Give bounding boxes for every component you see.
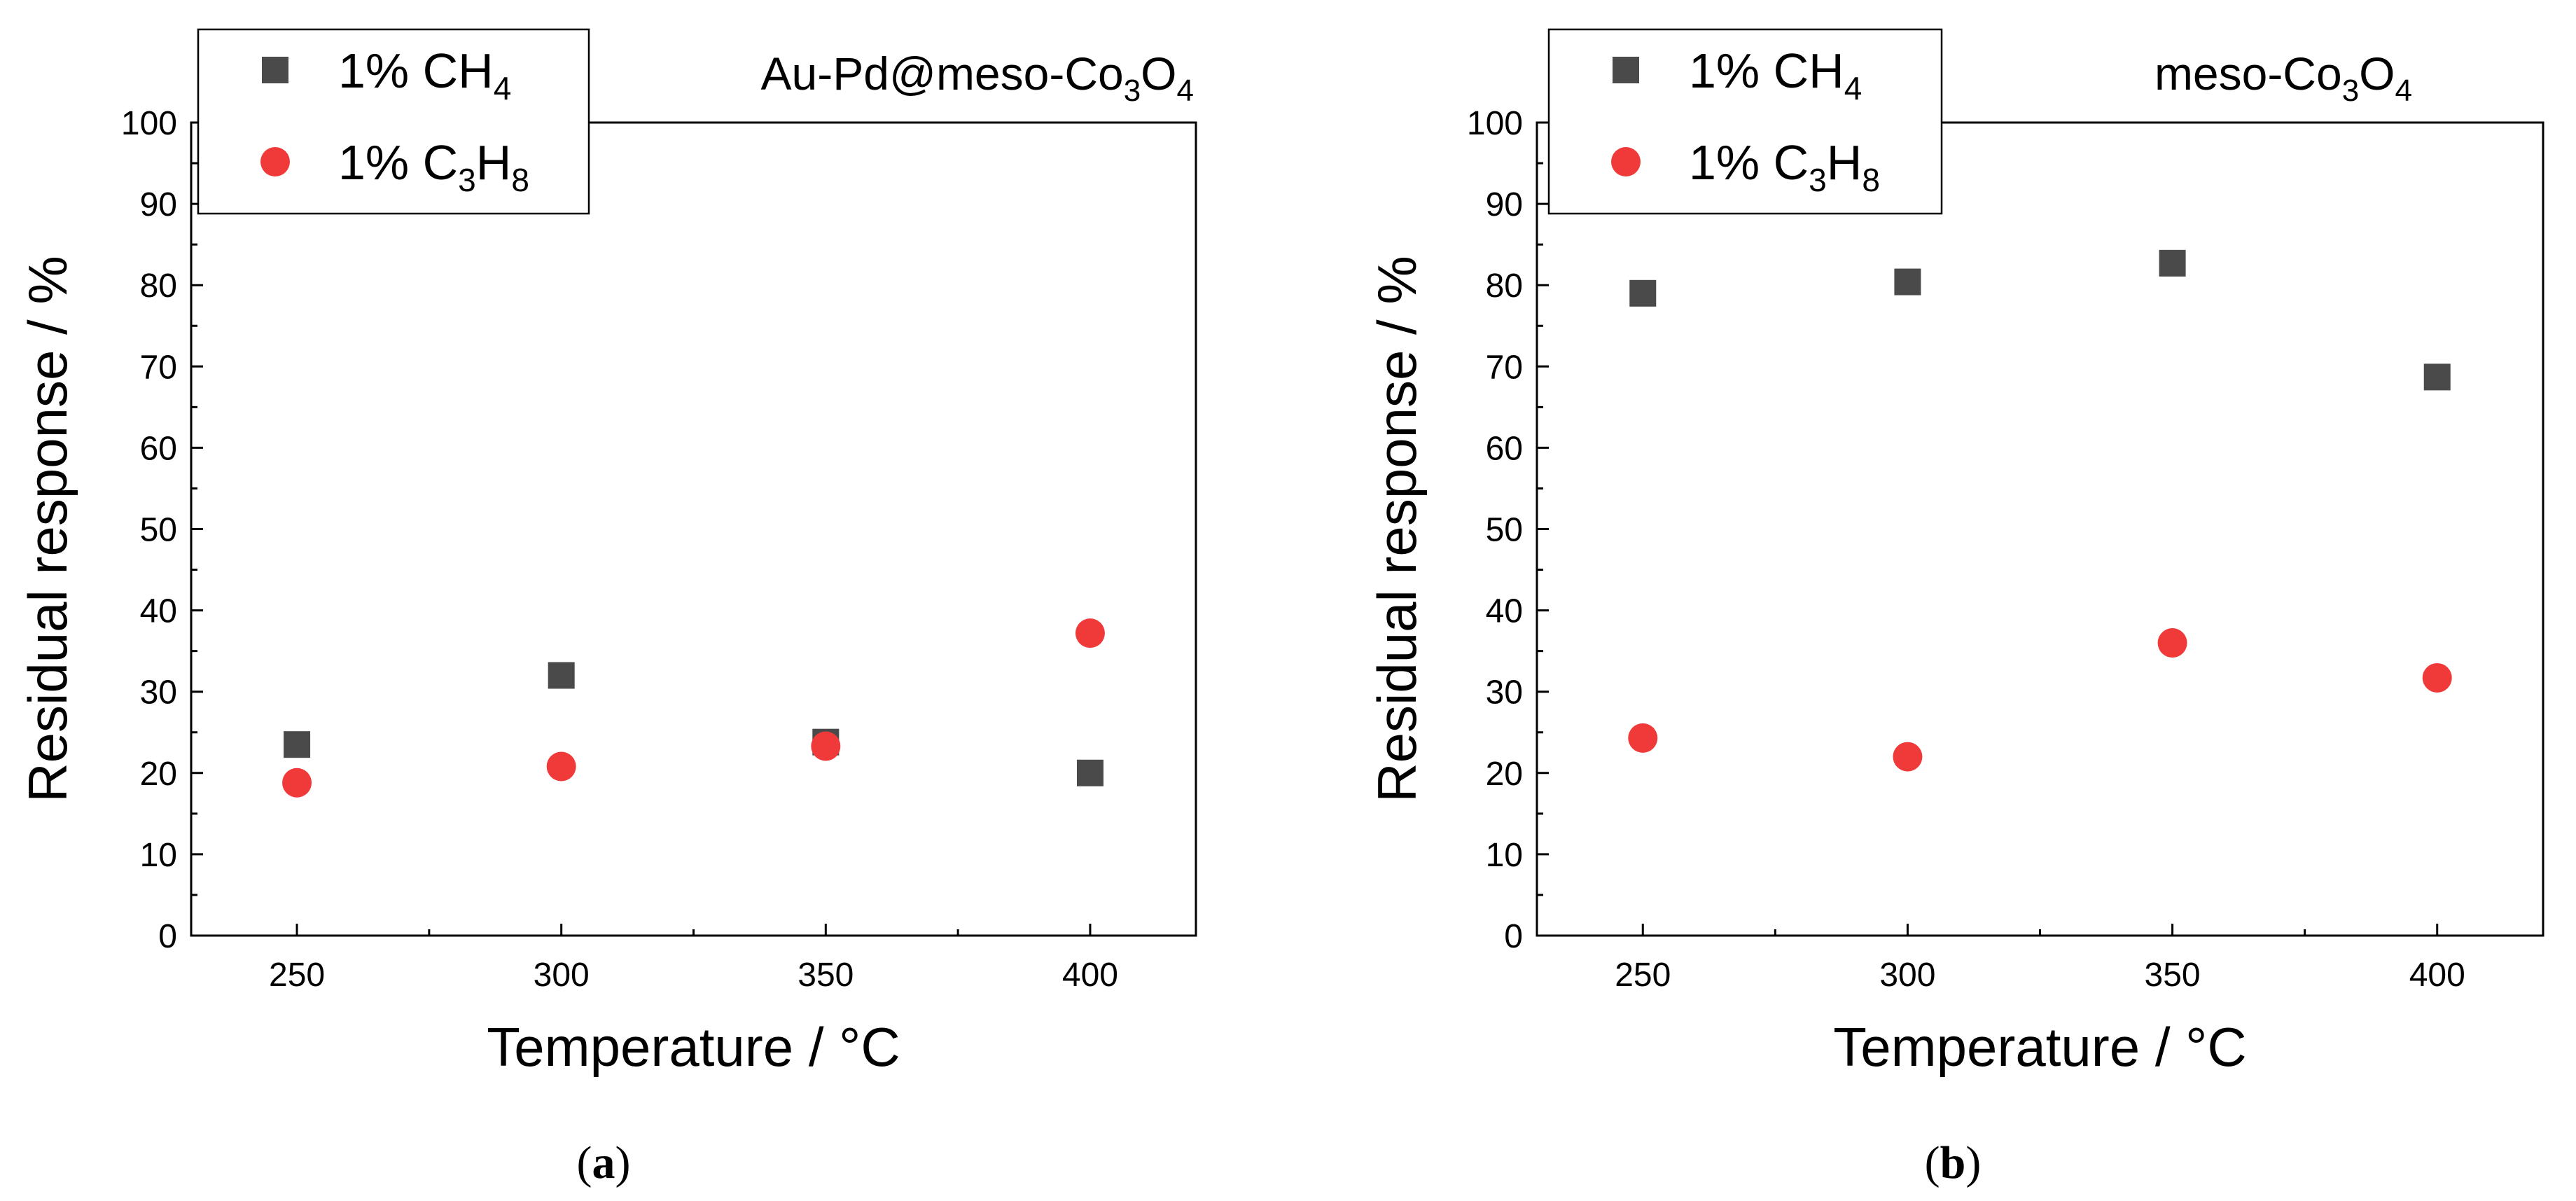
y-axis-title: Residual response / % <box>1366 256 1428 802</box>
data-point-1-c3h8 <box>1075 618 1105 648</box>
x-tick-label: 250 <box>1615 957 1671 994</box>
legend-label: 1% C3H8 <box>338 135 529 198</box>
y-tick-label: 90 <box>140 186 177 223</box>
legend: 1% CH4 1% C3H8 <box>197 28 590 215</box>
data-point-1-ch4 <box>2423 363 2451 391</box>
y-tick-label: 20 <box>1486 756 1523 793</box>
y-tick-label: 40 <box>1486 593 1523 630</box>
y-tick-label: 50 <box>1486 512 1523 549</box>
y-tick-label: 80 <box>140 268 177 305</box>
plot-frame <box>1536 121 2544 937</box>
legend: 1% CH4 1% C3H8 <box>1547 28 1943 215</box>
chart-panel-b: 0 10 20 30 40 50 60 70 80 90 100 250 300 350 400 Temper… <box>1366 28 2544 1188</box>
y-tick-label: 10 <box>140 837 177 874</box>
data-point-1-c3h8 <box>2422 662 2452 693</box>
legend-label: 1% C3H8 <box>1689 135 1880 198</box>
panel-caption: (a) <box>577 1137 631 1188</box>
panel-caption: (b) <box>1925 1137 1982 1188</box>
y-tick-label: 70 <box>1486 349 1523 386</box>
legend-marker-square <box>262 57 288 83</box>
x-axis-title: Temperature / °C <box>487 1016 900 1078</box>
x-tick-label: 350 <box>798 957 854 994</box>
x-tick-label: 300 <box>534 957 590 994</box>
x-tick-label: 350 <box>2145 957 2201 994</box>
y-tick-label: 30 <box>1486 674 1523 711</box>
y-tick-label: 10 <box>1486 837 1523 874</box>
data-point-1-ch4 <box>284 731 311 758</box>
chart-title: meso-Co3O4 <box>2154 48 2412 108</box>
data-point-1-ch4 <box>548 662 575 689</box>
legend-label: 1% CH4 <box>1689 43 1862 106</box>
legend-marker-square <box>1613 57 1639 83</box>
y-axis-title: Residual response / % <box>17 256 78 802</box>
data-point-1-ch4 <box>1894 268 1921 296</box>
legend-marker-circle <box>1611 147 1641 176</box>
y-tick-label: 70 <box>140 349 177 386</box>
data-point-1-c3h8 <box>1628 723 1658 753</box>
plot-frame <box>190 121 1197 937</box>
x-tick-label: 300 <box>1879 957 1935 994</box>
y-tick-label: 40 <box>140 593 177 630</box>
x-tick-label: 400 <box>1062 957 1118 994</box>
panel-letter: b <box>1940 1137 1966 1188</box>
chart-title: Au-Pd@meso-Co3O4 <box>761 48 1194 108</box>
y-tick-label: 0 <box>158 918 177 955</box>
panel-letter: a <box>592 1137 615 1188</box>
data-point-1-ch4 <box>1076 759 1103 786</box>
data-point-1-c3h8 <box>282 768 312 798</box>
chart-panel-a: 0 10 20 30 40 50 60 70 80 90 100 250 300 350 400 Temper… <box>17 28 1197 1188</box>
legend-label: 1% CH4 <box>338 43 511 106</box>
y-tick-label: 60 <box>1486 430 1523 467</box>
y-tick-label: 50 <box>140 512 177 549</box>
y-tick-label: 90 <box>1486 186 1523 223</box>
data-point-1-c3h8 <box>1893 742 1923 772</box>
data-point-1-c3h8 <box>811 731 841 761</box>
y-tick-label: 100 <box>1467 105 1523 142</box>
y-tick-label: 30 <box>140 674 177 711</box>
legend-marker-circle <box>260 147 290 176</box>
x-tick-label: 400 <box>2409 957 2465 994</box>
y-tick-label: 60 <box>140 430 177 467</box>
data-point-1-c3h8 <box>546 751 576 782</box>
x-tick-label: 250 <box>269 957 325 994</box>
y-tick-label: 0 <box>1504 918 1523 955</box>
x-axis-title: Temperature / °C <box>1833 1016 2246 1078</box>
y-tick-label: 100 <box>121 105 177 142</box>
y-tick-label: 20 <box>140 756 177 793</box>
data-point-1-ch4 <box>1629 279 1657 307</box>
data-point-1-c3h8 <box>2157 628 2187 658</box>
data-point-1-ch4 <box>2159 249 2186 277</box>
y-tick-label: 80 <box>1486 268 1523 305</box>
